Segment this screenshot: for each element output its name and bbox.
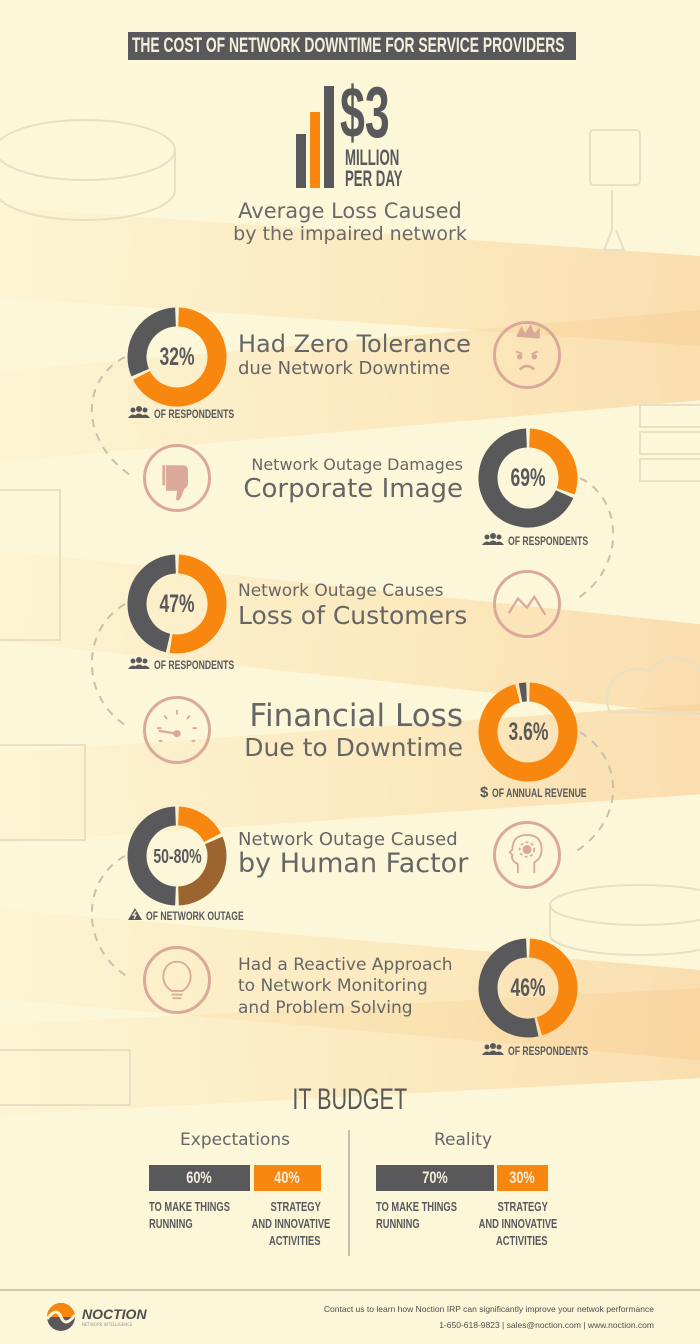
stat-legend: OF NETWORK OUTAGE (128, 908, 282, 923)
dollar-icon: $ (480, 784, 489, 801)
bar-chart-icon (296, 86, 334, 188)
angry-face-icon (493, 321, 561, 389)
donut-value: 50-80% (152, 846, 202, 868)
expectations-strategy-bar: 40% (254, 1165, 321, 1191)
headline-caption: Average Loss Caused (238, 199, 462, 223)
warning-icon (128, 908, 142, 923)
donut-segment-grey (127, 307, 177, 377)
stat-legend: OF RESPONDENTS (128, 657, 265, 672)
headline-caption-sub: by the impaired network (233, 223, 467, 245)
gauge-icon (143, 696, 211, 764)
donut-segment-orange (169, 554, 227, 654)
donut-chart (127, 307, 227, 407)
people-icon (482, 1043, 504, 1058)
stat-text: Network Outage Causes (238, 581, 444, 601)
stat-text: Had Zero Tolerance (238, 330, 471, 358)
footer-divider (0, 1289, 700, 1291)
donut-value: 3.6% (508, 718, 548, 746)
donut-chart (478, 682, 578, 782)
stat-text: due Network Downtime (238, 358, 451, 379)
footer-tagline: NETWORK INTELLIGENCE (82, 1322, 133, 1327)
stat-text: Financial Loss (249, 698, 463, 734)
expectations-label: Expectations (180, 1130, 290, 1150)
people-icon (128, 657, 150, 672)
stat-legend: $ OF ANNUAL REVENUE (480, 784, 587, 801)
people-icon (482, 533, 504, 548)
stat-text: to Network Monitoring (238, 976, 428, 996)
stat-text: Corporate Image (243, 474, 463, 504)
people-icon (128, 406, 150, 421)
stat-text: Network Outage Caused (238, 829, 458, 850)
donut-segment-orange (528, 428, 578, 495)
stat-text: and Problem Solving (238, 998, 413, 1018)
donut-chart (127, 806, 227, 906)
reality-strategy-label: STRATEGY AND INNOVATIVE ACTIVITIES (478, 1199, 558, 1248)
footer-details[interactable]: 1-650-618-9823 | sales@noction.com | www… (439, 1320, 654, 1330)
donut-segment-grey (478, 938, 539, 1038)
stat-legend: OF RESPONDENTS (482, 1043, 619, 1058)
stat-legend: OF RESPONDENTS (128, 406, 265, 421)
budget-divider (348, 1130, 350, 1256)
reality-running-label: TO MAKE THINGS RUNNING (376, 1199, 457, 1231)
donut-value: 32% (159, 343, 195, 371)
page-title: THE COST OF NETWORK DOWNTIME FOR SERVICE… (128, 32, 576, 60)
donut-value: 47% (159, 590, 195, 618)
footer-contact: Contact us to learn how Noction IRP can … (323, 1304, 654, 1314)
noction-logo-icon (46, 1303, 76, 1331)
stat-legend: OF RESPONDENTS (482, 533, 619, 548)
budget-title: IT BUDGET (292, 1083, 408, 1116)
reality-label: Reality (433, 1130, 493, 1150)
headline-amount: $3 (340, 73, 390, 153)
donut-value: 69% (510, 464, 546, 492)
reality-strategy-bar: 30% (497, 1165, 548, 1191)
expectations-running-bar: 60% (149, 1165, 250, 1191)
reality-running-bar: 70% (376, 1165, 494, 1191)
lightbulb-icon (143, 946, 211, 1014)
donut-chart (127, 554, 227, 654)
stat-text: Due to Downtime (244, 733, 463, 762)
donut-segment-grey (127, 806, 177, 906)
headline-unit: MILLION PER DAY (345, 145, 403, 191)
donut-segment-grey (127, 554, 177, 653)
thumbs-down-icon (143, 444, 211, 512)
donut-segment-orange (177, 806, 221, 843)
donut-segment-orange (133, 307, 227, 407)
expectations-strategy-label: STRATEGY AND INNOVATIVE ACTIVITIES (251, 1199, 331, 1248)
head-gear-icon (493, 821, 561, 889)
footer-brand: NOCTION (82, 1306, 147, 1322)
stat-text: Network Outage Damages (251, 455, 463, 474)
stat-text: by Human Factor (238, 848, 469, 879)
donut-chart (478, 428, 578, 528)
stat-text: Had a Reactive Approach (238, 955, 453, 975)
donut-value: 46% (510, 974, 546, 1002)
donut-segment-brown (177, 836, 227, 906)
donut-segment-grey (478, 428, 574, 528)
donut-chart (478, 938, 578, 1038)
stat-text: Loss of Customers (238, 601, 468, 630)
donut-segment-orange (528, 938, 578, 1036)
expectations-running-label: TO MAKE THINGS RUNNING (149, 1199, 230, 1231)
donut-segment-grey (518, 682, 528, 703)
donut-segment-orange (478, 682, 578, 782)
line-chart-down-icon (493, 570, 561, 638)
